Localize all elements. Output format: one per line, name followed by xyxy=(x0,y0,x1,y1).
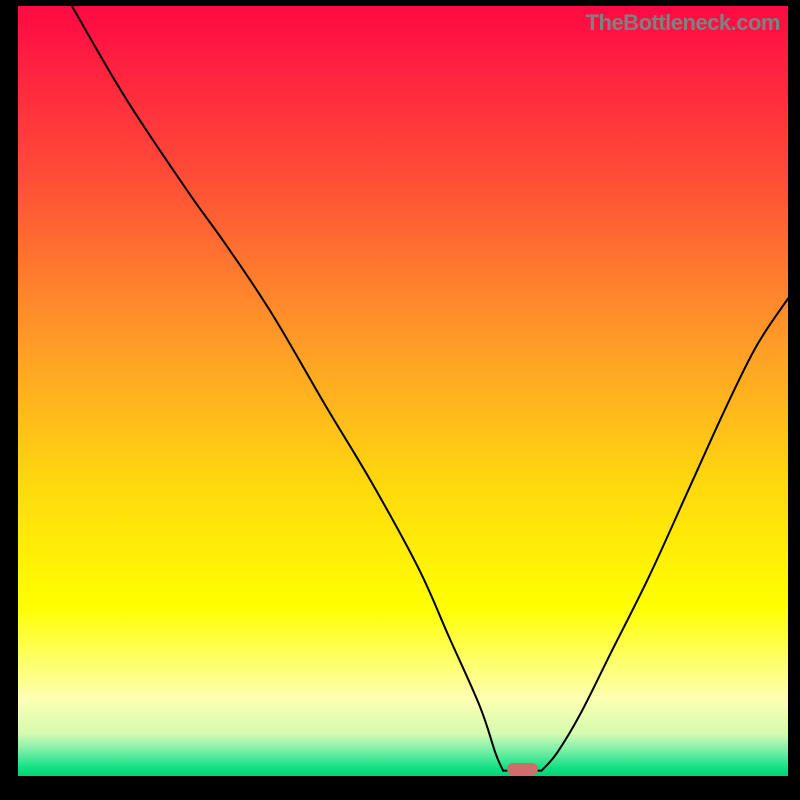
watermark-text: TheBottleneck.com xyxy=(586,10,780,36)
chart-area xyxy=(18,6,788,776)
line-curve xyxy=(18,6,788,776)
optimal-chip xyxy=(507,763,538,775)
